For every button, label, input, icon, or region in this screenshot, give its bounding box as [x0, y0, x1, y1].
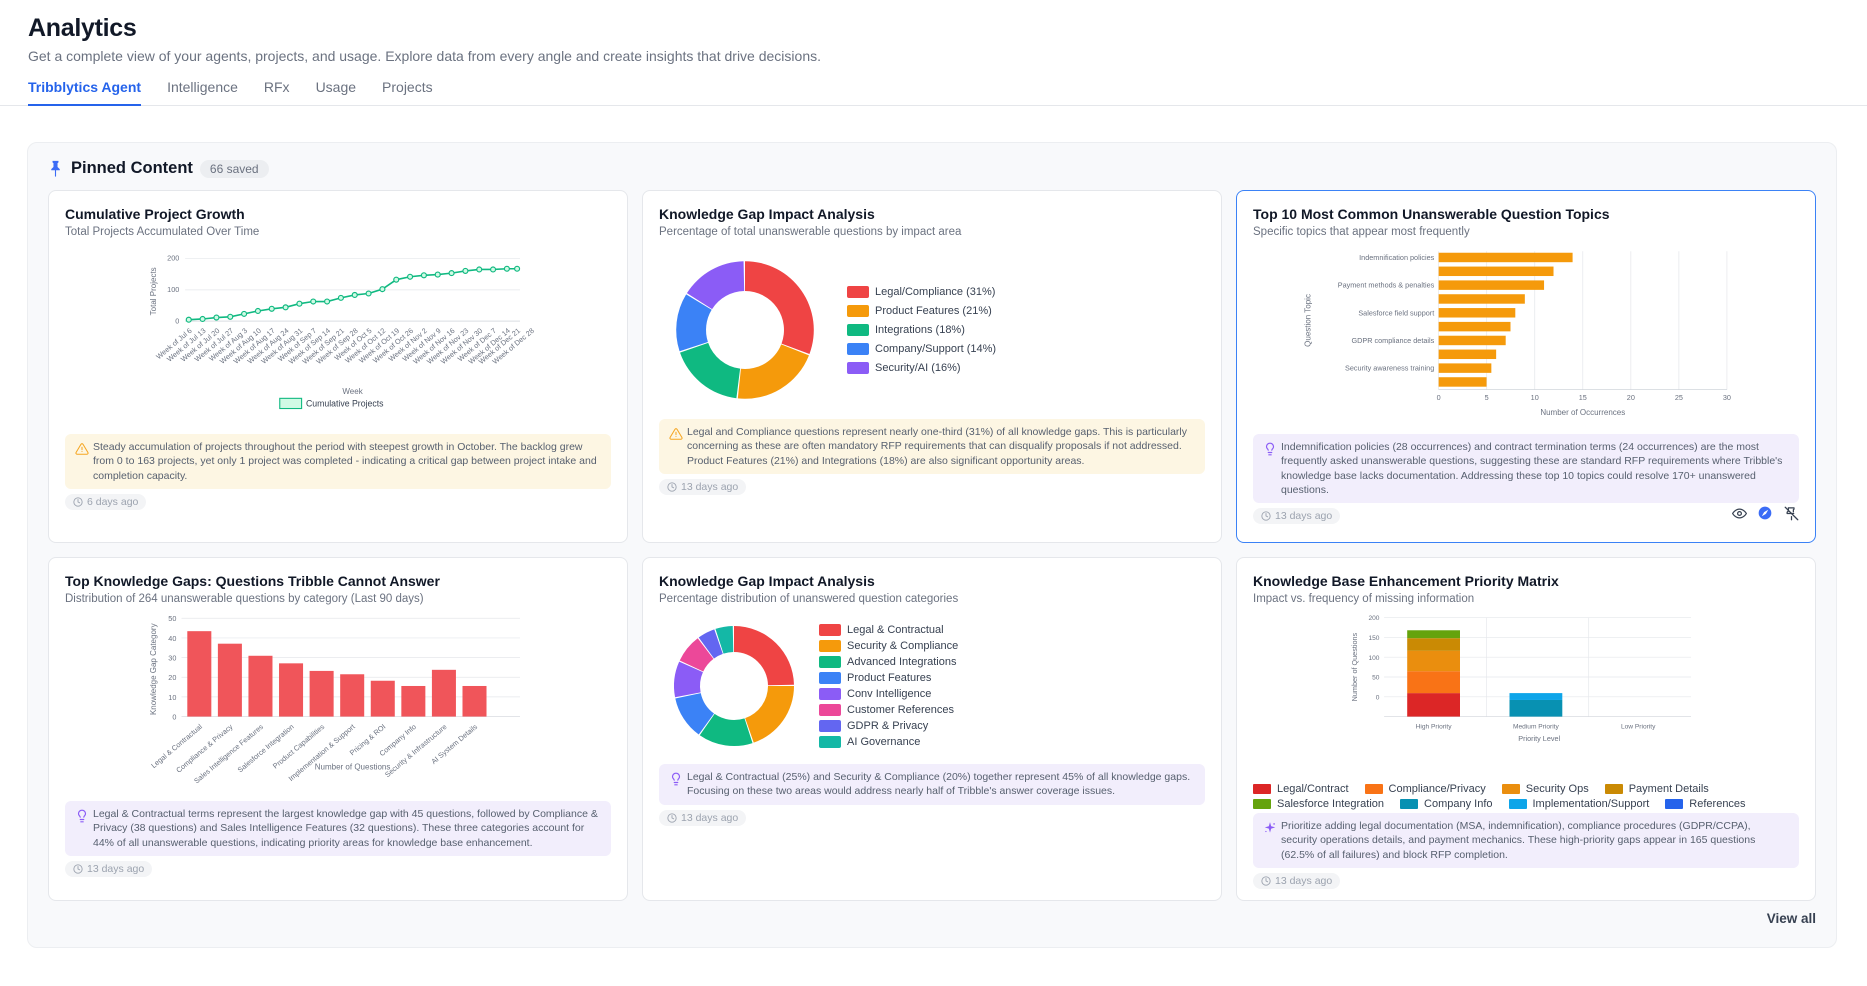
svg-text:15: 15 — [1579, 393, 1587, 402]
svg-text:Salesforce Integration: Salesforce Integration — [236, 722, 296, 774]
svg-text:40: 40 — [168, 634, 176, 643]
svg-text:200: 200 — [167, 254, 179, 263]
svg-text:Security awareness training: Security awareness training — [1345, 364, 1434, 373]
svg-text:50: 50 — [168, 614, 176, 623]
svg-text:5: 5 — [1485, 393, 1489, 402]
svg-text:Legal & Contractual: Legal & Contractual — [149, 722, 204, 770]
svg-text:Question Topic: Question Topic — [1304, 294, 1313, 347]
svg-text:Priority Level: Priority Level — [1518, 734, 1560, 743]
svg-text:Total Projects: Total Projects — [149, 267, 158, 315]
svg-text:Number of Occurrences: Number of Occurrences — [1540, 408, 1625, 417]
svg-text:Payment methods & penalties: Payment methods & penalties — [1338, 281, 1435, 290]
svg-text:Indemnification policies: Indemnification policies — [1359, 253, 1434, 262]
svg-text:Low Priority: Low Priority — [1621, 724, 1656, 731]
svg-text:10: 10 — [168, 693, 176, 702]
svg-text:30: 30 — [168, 654, 176, 663]
svg-text:100: 100 — [1368, 655, 1379, 662]
svg-text:Cumulative Projects: Cumulative Projects — [306, 399, 384, 409]
svg-text:0: 0 — [172, 713, 176, 722]
svg-text:Number of Questions: Number of Questions — [1350, 633, 1359, 702]
svg-text:Week: Week — [342, 387, 363, 396]
svg-text:GDPR compliance details: GDPR compliance details — [1351, 336, 1434, 345]
svg-text:10: 10 — [1531, 393, 1539, 402]
svg-text:20: 20 — [168, 673, 176, 682]
svg-text:20: 20 — [1627, 393, 1635, 402]
svg-text:0: 0 — [175, 317, 179, 326]
svg-text:Number of Questions: Number of Questions — [315, 763, 391, 772]
svg-text:Salesforce field support: Salesforce field support — [1358, 309, 1434, 318]
svg-text:25: 25 — [1675, 393, 1683, 402]
svg-text:100: 100 — [167, 285, 179, 294]
svg-text:0: 0 — [1376, 695, 1380, 702]
svg-text:High Priority: High Priority — [1416, 724, 1453, 731]
svg-text:Compliance & Privacy: Compliance & Privacy — [174, 722, 235, 775]
svg-text:Medium Priority: Medium Priority — [1513, 724, 1560, 731]
svg-text:150: 150 — [1368, 635, 1379, 642]
svg-text:Knowledge Gap Category: Knowledge Gap Category — [149, 624, 158, 716]
svg-text:50: 50 — [1372, 675, 1380, 682]
svg-text:200: 200 — [1368, 615, 1379, 622]
svg-text:0: 0 — [1437, 393, 1441, 402]
svg-text:30: 30 — [1723, 393, 1731, 402]
